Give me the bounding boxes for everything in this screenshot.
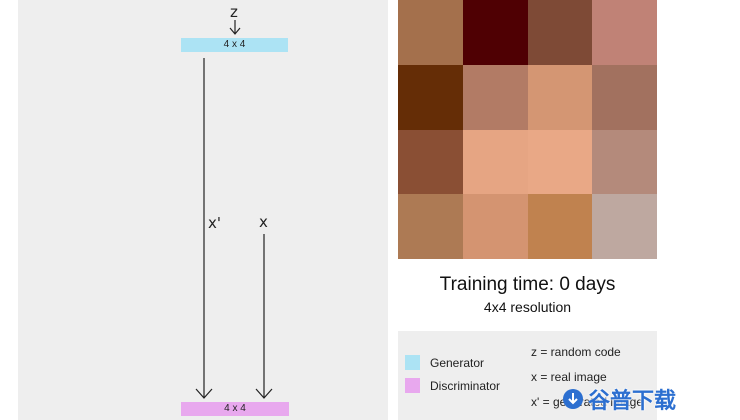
watermark: 谷普下载 (562, 384, 712, 414)
legend: Generator Discriminator z = random code … (398, 331, 657, 420)
x-prime-label: x' (208, 214, 222, 232)
image-pixel (462, 0, 528, 65)
image-pixel (592, 194, 657, 259)
architecture-panel (18, 0, 388, 420)
discriminator-layer: 4 x 4 (181, 402, 289, 416)
image-pixel (462, 64, 528, 130)
x-label: x (259, 213, 268, 231)
image-pixel (398, 129, 463, 195)
generated-image (398, 0, 657, 259)
training-time-title: Training time: 0 days (439, 274, 616, 295)
legend-x-prime-desc: x' = generated image (531, 395, 644, 409)
image-pixel (462, 129, 528, 195)
image-pixel (527, 129, 593, 195)
legend-x-desc: x = real image (531, 370, 607, 384)
legend-z-desc: z = random code (531, 345, 621, 359)
resolution-label: 4x4 resolution (483, 299, 572, 315)
image-pixel (527, 64, 593, 130)
image-pixel (398, 64, 463, 130)
image-pixel (398, 0, 463, 65)
generator-layer: 4 x 4 (181, 38, 288, 52)
z-arrow (229, 20, 241, 35)
download-logo-icon (563, 389, 583, 409)
x-prime-arrow (195, 58, 213, 399)
legend-generator-label: Generator (430, 356, 485, 370)
image-pixel (527, 194, 593, 259)
x-arrow (255, 234, 273, 399)
image-pixel (592, 129, 657, 195)
legend-discriminator-label: Discriminator (430, 379, 501, 393)
z-label: z (230, 3, 238, 21)
image-pixel (527, 0, 593, 65)
discriminator-swatch (405, 378, 420, 393)
image-pixel (398, 194, 463, 259)
watermark-text: 谷普下载 (588, 389, 677, 414)
generator-swatch (405, 355, 420, 370)
image-pixel (462, 194, 528, 259)
image-pixel (592, 0, 657, 65)
image-pixel (592, 64, 657, 130)
